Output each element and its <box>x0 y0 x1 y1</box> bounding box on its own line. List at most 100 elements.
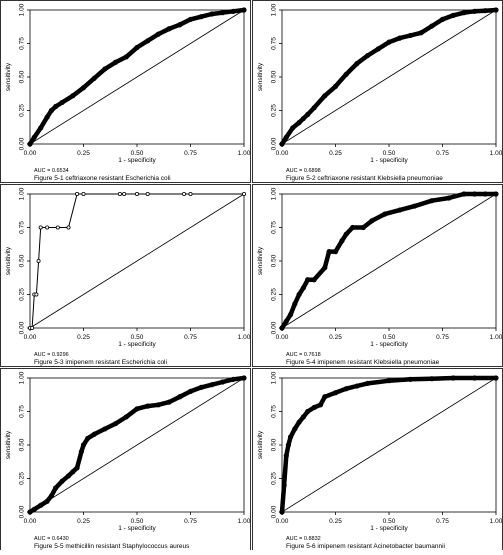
roc-point <box>38 502 44 508</box>
y-tick-label: 0.25 <box>19 104 26 117</box>
reference-diagonal-line <box>281 377 497 513</box>
roc-point <box>296 119 302 126</box>
roc-point <box>31 506 37 512</box>
y-tick-label: 1.00 <box>19 371 26 384</box>
roc-point <box>343 231 349 237</box>
x-tick-label: 0.75 <box>184 518 197 525</box>
roc-curve-line <box>279 375 499 515</box>
y-tick-label: 0.00 <box>19 505 26 518</box>
roc-point <box>145 191 150 196</box>
reference-diagonal-line <box>29 9 245 145</box>
roc-point <box>65 473 72 479</box>
x-tick-label: 1.00 <box>238 518 251 525</box>
roc-point <box>53 103 59 110</box>
roc-point <box>339 238 345 244</box>
x-tick-label: 0.25 <box>77 334 90 341</box>
roc-point <box>311 105 317 111</box>
x-tick-label: 0.75 <box>436 334 449 341</box>
roc-point <box>220 379 226 385</box>
roc-point <box>281 482 287 488</box>
roc-point <box>360 224 366 231</box>
roc-point <box>332 390 339 396</box>
roc-point <box>102 66 108 72</box>
roc-point <box>134 44 140 51</box>
roc-point <box>70 93 76 99</box>
x-axis-label: 1 - specificity <box>370 157 408 164</box>
roc-point <box>74 465 80 471</box>
roc-point <box>322 93 328 99</box>
y-tick-label: 0.50 <box>19 254 26 267</box>
roc-point <box>78 449 84 455</box>
roc-point <box>493 375 499 381</box>
figure-caption: Figure 5-6 imipenem resistant Acinetobac… <box>286 543 445 550</box>
roc-point <box>292 426 298 432</box>
roc-point <box>81 191 86 196</box>
roc-point <box>322 394 328 400</box>
x-tick-label: 0.75 <box>184 150 197 157</box>
roc-point <box>113 420 119 427</box>
roc-point <box>48 493 55 499</box>
roc-point <box>38 125 44 131</box>
x-tick-label: 0.50 <box>131 334 144 341</box>
y-tick-label: 1.00 <box>271 187 278 200</box>
roc-point <box>102 426 108 432</box>
y-tick-label: 0.25 <box>271 288 278 301</box>
y-tick-label: 0.50 <box>271 254 278 267</box>
y-tick-label: 1.00 <box>19 3 26 16</box>
roc-point <box>332 83 339 89</box>
x-axis-label: 1 - specificity <box>370 525 408 532</box>
y-axis-label: sensitivity <box>257 246 264 275</box>
x-tick-label: 1.00 <box>238 150 251 157</box>
roc-point <box>369 218 375 224</box>
x-tick-label: 1.00 <box>490 150 503 157</box>
roc-point <box>80 85 87 91</box>
roc-point <box>182 191 187 196</box>
roc-point <box>354 61 360 67</box>
roc-point <box>209 11 215 17</box>
roc-point <box>166 399 172 405</box>
roc-point <box>198 384 204 390</box>
y-tick-label: 0.50 <box>19 438 26 451</box>
y-tick-label: 0.75 <box>19 221 26 234</box>
roc-point <box>155 402 161 408</box>
reference-diagonal-line <box>281 9 497 145</box>
panel-border <box>0 184 251 367</box>
roc-point <box>397 35 403 41</box>
y-tick-label: 0.75 <box>271 405 278 418</box>
roc-point <box>283 453 289 459</box>
roc-point <box>322 265 328 271</box>
figure-caption: Figure 5-4 imipenem resistant Klebsiella… <box>286 359 440 366</box>
panel-border <box>0 0 251 183</box>
roc-curve-line <box>27 375 247 515</box>
x-tick-label: 0.00 <box>24 334 37 341</box>
y-tick-label: 0.00 <box>19 137 26 150</box>
roc-point <box>36 259 41 264</box>
y-tick-label: 0.75 <box>271 37 278 50</box>
roc-point <box>493 7 499 13</box>
roc-point <box>187 16 194 22</box>
panel-border <box>252 0 503 183</box>
roc-point <box>296 419 302 425</box>
roc-point <box>155 31 161 37</box>
auc-value: AUC = 0.9296 <box>34 352 69 358</box>
roc-point <box>386 39 392 45</box>
x-axis-label: 1 - specificity <box>118 525 156 532</box>
x-tick-label: 0.75 <box>184 334 197 341</box>
roc-point <box>80 442 87 448</box>
roc-point <box>311 277 317 283</box>
roc-point <box>44 114 50 120</box>
y-tick-label: 0.00 <box>271 321 278 334</box>
x-tick-label: 1.00 <box>238 334 251 341</box>
x-axis-label: 1 - specificity <box>370 341 408 348</box>
figure-caption: Figure 5-2 ceftriaxone resistant Klebsie… <box>286 175 443 182</box>
roc-point <box>134 406 140 412</box>
roc-point <box>429 198 435 204</box>
roc-point <box>187 388 194 394</box>
roc-point <box>332 249 339 255</box>
x-tick-label: 0.75 <box>436 518 449 525</box>
roc-point <box>38 225 43 230</box>
roc-point <box>365 380 371 386</box>
roc-point <box>407 376 413 382</box>
x-axis-label: 1 - specificity <box>118 157 156 164</box>
